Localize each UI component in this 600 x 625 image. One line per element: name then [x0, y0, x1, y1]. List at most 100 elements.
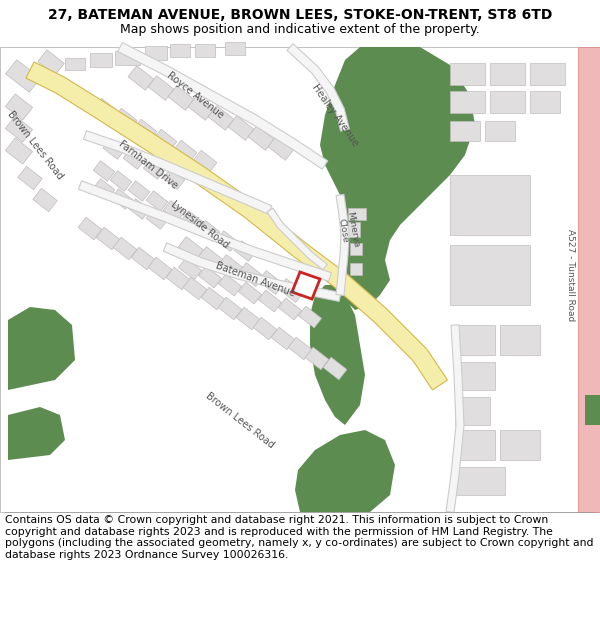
- Polygon shape: [446, 325, 464, 512]
- Polygon shape: [8, 307, 75, 390]
- Bar: [131, 248, 155, 270]
- Bar: [305, 348, 329, 370]
- Bar: [455, 325, 495, 355]
- Bar: [500, 430, 540, 460]
- Bar: [5, 116, 32, 142]
- Bar: [500, 325, 540, 355]
- Bar: [455, 362, 495, 390]
- Bar: [199, 266, 221, 288]
- Bar: [455, 397, 490, 425]
- Polygon shape: [118, 42, 328, 169]
- Bar: [228, 116, 254, 140]
- Bar: [236, 308, 260, 330]
- Bar: [530, 91, 560, 113]
- Bar: [110, 171, 132, 191]
- Bar: [450, 91, 485, 113]
- Polygon shape: [26, 62, 448, 390]
- Bar: [166, 268, 190, 290]
- Bar: [178, 258, 202, 280]
- Bar: [33, 188, 57, 212]
- Bar: [168, 86, 194, 110]
- Bar: [248, 126, 274, 150]
- Bar: [218, 274, 242, 296]
- Bar: [225, 42, 245, 55]
- Text: Lyneside Road: Lyneside Road: [169, 199, 231, 251]
- Polygon shape: [336, 194, 349, 296]
- Bar: [0, 47, 600, 512]
- Polygon shape: [295, 430, 395, 512]
- Bar: [5, 59, 40, 92]
- Text: Farnham Drive: Farnham Drive: [116, 139, 179, 191]
- Bar: [143, 159, 165, 179]
- Bar: [148, 258, 172, 280]
- Bar: [490, 63, 525, 85]
- Polygon shape: [287, 44, 349, 131]
- Polygon shape: [310, 285, 365, 425]
- Text: Brown Lees Road: Brown Lees Road: [204, 390, 276, 450]
- Text: Royce Avenue: Royce Avenue: [165, 70, 225, 120]
- Bar: [65, 58, 85, 70]
- Bar: [93, 161, 115, 181]
- Bar: [188, 96, 214, 120]
- Bar: [485, 121, 515, 141]
- Bar: [133, 119, 157, 142]
- Bar: [198, 221, 220, 241]
- Bar: [178, 237, 203, 261]
- Bar: [234, 241, 256, 261]
- Text: Minerva
Close: Minerva Close: [335, 211, 361, 249]
- Polygon shape: [79, 181, 331, 281]
- Bar: [93, 98, 117, 122]
- Bar: [199, 247, 224, 271]
- Bar: [78, 217, 102, 240]
- Bar: [93, 179, 115, 199]
- Bar: [5, 138, 32, 164]
- Bar: [38, 50, 64, 75]
- Bar: [298, 306, 322, 328]
- Bar: [450, 63, 485, 85]
- Bar: [115, 51, 140, 65]
- Bar: [350, 243, 362, 255]
- Bar: [96, 228, 120, 250]
- Bar: [113, 238, 137, 260]
- Bar: [128, 181, 150, 201]
- Bar: [350, 263, 362, 275]
- Bar: [128, 199, 150, 219]
- Text: Map shows position and indicative extent of the property.: Map shows position and indicative extent…: [120, 24, 480, 36]
- Text: Brown Lees Road: Brown Lees Road: [5, 109, 65, 181]
- Text: Contains OS data © Crown copyright and database right 2021. This information is : Contains OS data © Crown copyright and d…: [5, 515, 593, 560]
- Bar: [146, 191, 168, 211]
- Bar: [218, 254, 244, 278]
- Bar: [455, 467, 505, 495]
- Bar: [259, 271, 284, 294]
- Bar: [348, 208, 366, 220]
- Bar: [201, 288, 225, 310]
- Bar: [490, 91, 525, 113]
- Bar: [218, 298, 242, 320]
- Bar: [278, 279, 304, 302]
- Bar: [148, 76, 174, 100]
- Polygon shape: [320, 47, 475, 310]
- Bar: [111, 189, 133, 209]
- Polygon shape: [8, 407, 65, 460]
- Bar: [271, 328, 295, 350]
- Bar: [208, 106, 234, 130]
- Bar: [530, 63, 565, 85]
- Polygon shape: [292, 272, 320, 299]
- Bar: [253, 318, 277, 340]
- Bar: [90, 53, 112, 67]
- Text: 27, BATEMAN AVENUE, BROWN LEES, STOKE-ON-TRENT, ST8 6TD: 27, BATEMAN AVENUE, BROWN LEES, STOKE-ON…: [48, 8, 552, 22]
- Bar: [193, 150, 217, 173]
- Bar: [450, 121, 480, 141]
- Bar: [450, 245, 530, 305]
- Text: Bateman Avenue: Bateman Avenue: [214, 261, 296, 299]
- Bar: [238, 282, 262, 304]
- Bar: [128, 66, 154, 90]
- Bar: [278, 298, 302, 320]
- Bar: [145, 46, 167, 60]
- Bar: [238, 262, 263, 286]
- Polygon shape: [267, 208, 327, 270]
- Polygon shape: [578, 47, 600, 512]
- Polygon shape: [83, 131, 272, 214]
- Bar: [288, 338, 312, 360]
- Bar: [183, 278, 207, 300]
